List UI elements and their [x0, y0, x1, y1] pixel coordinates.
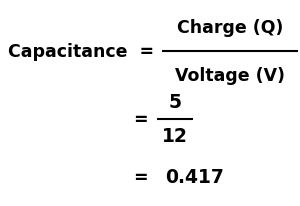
Text: Charge (Q): Charge (Q) [177, 19, 283, 37]
Text: 5: 5 [169, 93, 182, 112]
Text: Voltage (V): Voltage (V) [175, 67, 285, 85]
Text: =: = [133, 110, 147, 128]
Text: Capacitance  =: Capacitance = [8, 43, 154, 61]
Text: 0.417: 0.417 [166, 168, 224, 187]
Text: 12: 12 [162, 127, 188, 146]
Text: =: = [133, 168, 147, 186]
